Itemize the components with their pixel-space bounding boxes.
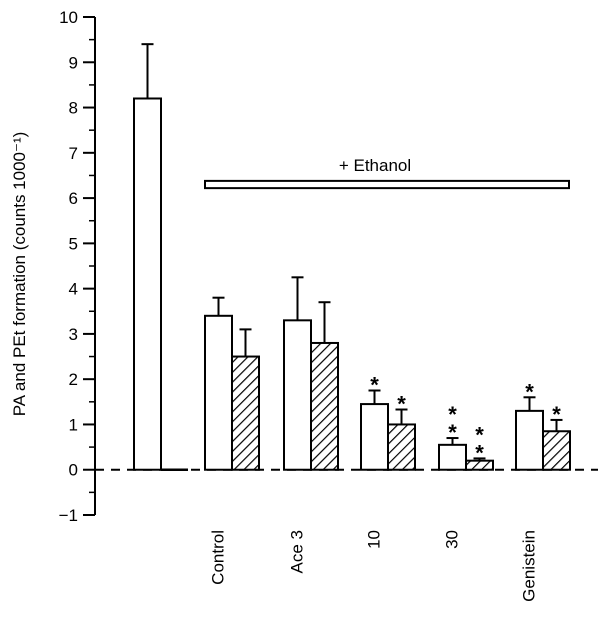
bars: ** ** **** [133,43,571,471]
significance-star: * [370,373,379,398]
bar-open [133,97,162,471]
bar-hatched [310,341,339,471]
y-tick-label: 5 [69,234,78,253]
bar-open [283,319,312,471]
significance-star: * [448,402,457,427]
bar-hatched [387,423,416,471]
bar-open [438,443,467,471]
y-tick-label: 7 [69,144,78,163]
y-tick-label: 0 [69,461,78,480]
y-tick-label: −1 [59,506,78,525]
category-label: 10 [365,530,384,549]
significance-star: * [475,440,484,465]
significance-star: * [397,392,406,417]
ethanol-banner: + Ethanol [204,156,570,190]
category-label: Genistein [520,530,539,602]
category-labels: Control Ace 3 10 30 Genistein [209,530,539,602]
bar-open [515,409,544,471]
y-axis-label: PA and PEt formation (counts 1000⁻¹) [10,132,29,417]
significance-star: * [475,422,484,447]
category-label: Control [209,530,228,585]
category-label: 30 [443,530,462,549]
bar-open [360,403,389,471]
y-axis: −1 0 1 2 3 4 5 6 7 8 9 10 [59,8,96,525]
significance-star: * [448,420,457,445]
significance-star: * [525,379,534,404]
y-tick-label: 6 [69,189,78,208]
y-tick-label: 4 [69,280,78,299]
significance-star: * [552,402,561,427]
y-tick-label: 9 [69,53,78,72]
y-tick-label: 1 [69,415,78,434]
ethanol-bar [204,179,570,190]
bar-hatched [542,430,571,471]
category-label: Ace 3 [288,530,307,573]
ethanol-label: + Ethanol [339,156,411,175]
y-tick-label: 2 [69,370,78,389]
y-tick-label: 8 [69,99,78,118]
bar-open [204,314,233,471]
y-tick-label: 10 [59,8,78,27]
bar-hatched [231,355,260,471]
y-tick-label: 3 [69,325,78,344]
